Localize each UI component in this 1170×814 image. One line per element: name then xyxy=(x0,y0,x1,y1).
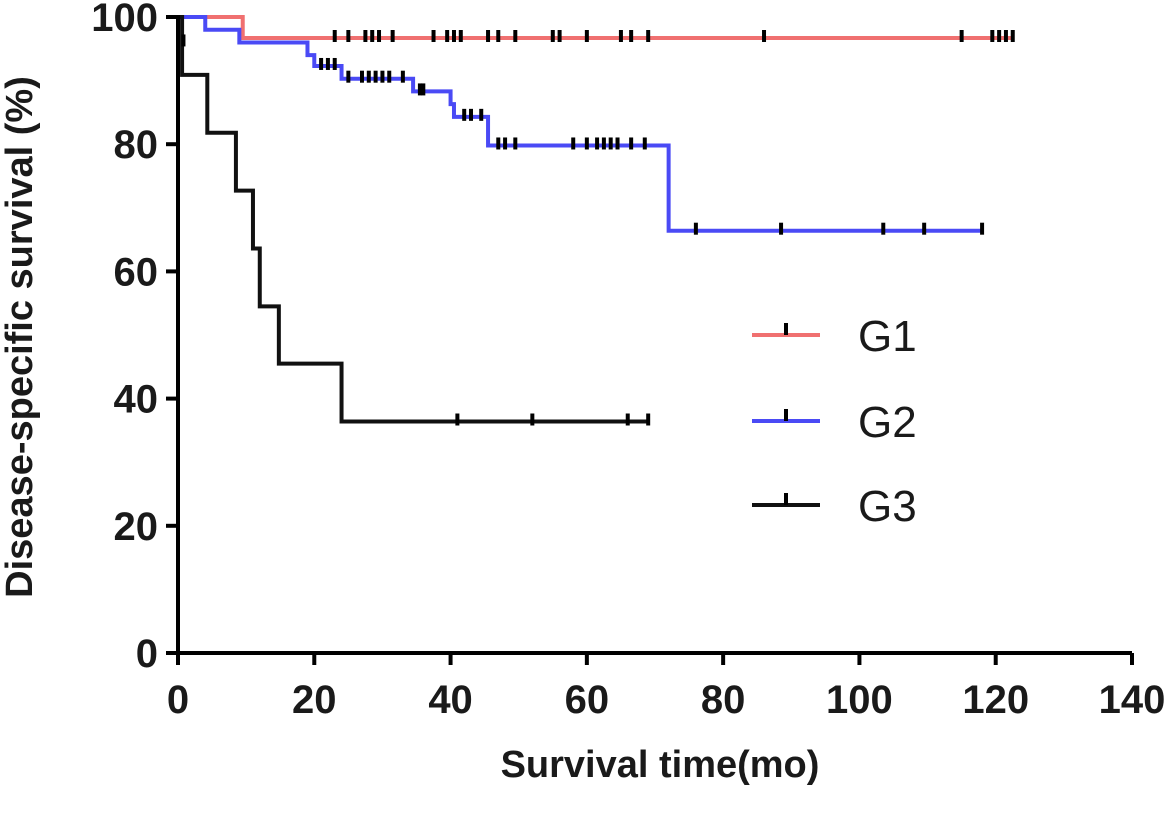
legend: G1 G2 G3 xyxy=(752,312,917,531)
y-tick-label: 20 xyxy=(114,505,159,549)
legend-label: G2 xyxy=(858,398,917,447)
y-tick-label: 100 xyxy=(91,0,158,40)
axes xyxy=(176,15,1132,655)
series-g3 xyxy=(178,15,651,426)
series-line-g3 xyxy=(178,15,649,424)
series-layer xyxy=(178,15,1015,426)
y-tick-label: 0 xyxy=(136,632,158,676)
y-axis-ticks: 0 20 40 60 80 100 xyxy=(91,0,178,676)
x-tick-label: 0 xyxy=(167,678,189,722)
series-g2 xyxy=(178,15,985,235)
x-tick-label: 120 xyxy=(962,678,1029,722)
y-tick-label: 80 xyxy=(114,123,159,167)
x-axis-label: Survival time(mo) xyxy=(501,744,820,786)
x-tick-label: 80 xyxy=(701,678,746,722)
legend-item-g1: G1 xyxy=(752,312,917,361)
x-axis-ticks: 0 20 40 60 80 100 120 140 xyxy=(167,653,1166,722)
y-axis-label: Disease-specific survival (%) xyxy=(0,76,41,598)
legend-label: G3 xyxy=(858,482,917,531)
series-line-g2 xyxy=(178,15,983,233)
series-line-g1 xyxy=(178,15,1013,40)
legend-item-g3: G3 xyxy=(752,482,917,531)
x-tick-label: 140 xyxy=(1099,678,1166,722)
series-g1 xyxy=(178,15,1015,42)
legend-item-g2: G2 xyxy=(752,398,917,447)
y-tick-label: 40 xyxy=(114,378,159,422)
x-tick-label: 100 xyxy=(826,678,893,722)
x-tick-label: 20 xyxy=(292,678,337,722)
legend-label: G1 xyxy=(858,312,917,361)
x-tick-label: 40 xyxy=(428,678,473,722)
x-tick-label: 60 xyxy=(565,678,610,722)
y-tick-label: 60 xyxy=(114,250,159,294)
